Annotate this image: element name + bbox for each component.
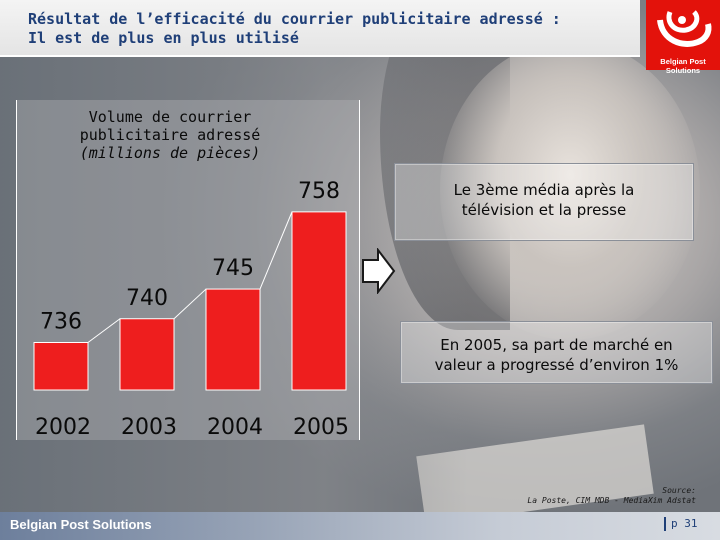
title-line-1: Résultat de l’efficacité du courrier pub… [28,10,561,28]
value-label-2004: 745 [212,256,254,281]
category-label-2004: 2004 [207,415,263,440]
page-number: p 31 [671,517,698,530]
value-label-2002: 736 [40,310,82,335]
source-label: Source: [662,486,696,495]
callout-media-rank: Le 3ème média après la télévision et la … [394,163,694,241]
category-label-2005: 2005 [293,415,349,440]
title-band: Résultat de l’efficacité du courrier pub… [0,0,640,56]
callout-2-line-1: En 2005, sa part de marché en [440,336,673,354]
post-horn-logo-icon [657,10,712,47]
callout-2-line-2: valeur a progressé d’environ 1% [434,356,679,374]
value-label-2005: 758 [298,179,340,204]
title-line-2: Il est de plus en plus utilisé [28,29,299,47]
logo-text: Belgian Post Solutions [660,57,706,75]
chart-unit-label: (millions de pièces) [79,144,261,162]
bar-2005 [291,211,347,391]
callout-1-line-1: Le 3ème média après la [453,181,635,199]
bar-2002 [33,342,89,391]
chart-title-text: Volume de courrier publicitaire adressé [79,108,261,144]
arrow-right-icon [362,248,396,294]
footer-brand: Belgian Post Solutions [10,517,152,532]
category-label-2002: 2002 [35,415,91,440]
connector-line [173,288,207,320]
connector-line [259,211,293,290]
bar-2004 [205,288,261,391]
callout-1-line-2: télévision et la presse [461,201,627,219]
source-note: Source: La Poste, CIM MDB - MediaXim Ads… [470,486,696,506]
source-text: La Poste, CIM MDB - MediaXim Adstat [527,496,696,505]
connector-line [87,318,121,343]
footer-bar [0,512,720,540]
callout-market-share: En 2005, sa part de marché en valeur a p… [400,321,713,384]
category-label-2003: 2003 [121,415,177,440]
bar-2003 [119,318,175,391]
page-number-divider [664,517,666,531]
title-divider [0,55,640,57]
slide-title: Résultat de l’efficacité du courrier pub… [28,10,561,48]
value-label-2003: 740 [126,286,168,311]
chart-title: Volume de courrier publicitaire adressé … [70,108,270,162]
